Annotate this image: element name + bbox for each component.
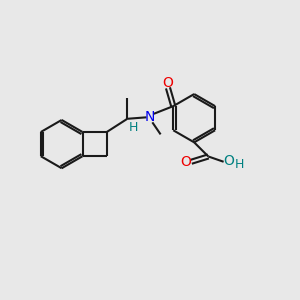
Text: H: H: [129, 121, 139, 134]
Text: O: O: [163, 76, 173, 90]
Text: N: N: [145, 110, 155, 124]
Text: H: H: [235, 158, 244, 171]
Text: O: O: [181, 155, 191, 169]
Text: O: O: [223, 154, 234, 168]
